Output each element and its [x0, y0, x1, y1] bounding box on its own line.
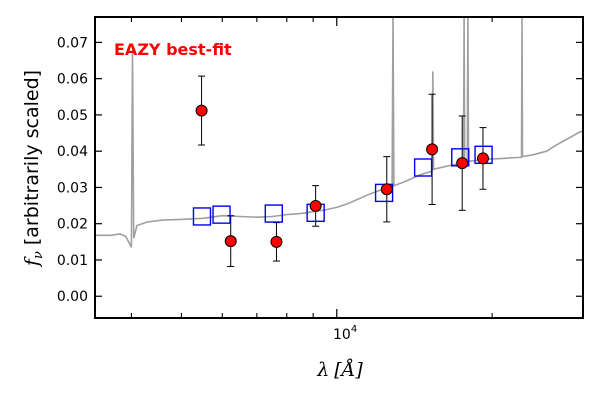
y-axis-label-text: [arbitrarily scaled]: [21, 70, 43, 245]
observed-point: [224, 235, 237, 248]
observed-point: [270, 235, 283, 248]
svg-text:104: 104: [333, 324, 357, 343]
x-tick-label-base: 10: [333, 327, 351, 343]
observed-point: [426, 143, 439, 156]
y-axis-ticks: 0.00 0.01 0.02 0.03 0.04 0.05 0.06 0.07: [57, 35, 583, 305]
x-tick-label-10000: 104: [333, 324, 357, 343]
error-bars: [198, 75, 487, 268]
x-tick-label-exp: 4: [351, 324, 357, 335]
y-tick-label: 0.00: [57, 289, 88, 305]
observed-point: [195, 104, 208, 117]
observed-photometry-points: [195, 104, 489, 248]
y-axis-label-math: f: [21, 256, 43, 268]
observed-point: [309, 199, 322, 212]
observed-point: [476, 152, 489, 165]
y-axis-label: fν [arbitrarily scaled]: [21, 70, 46, 268]
y-tick-label: 0.02: [57, 217, 88, 233]
y-tick-label: 0.03: [57, 180, 88, 196]
y-tick-label: 0.07: [57, 35, 88, 51]
x-axis-label-text: [Å]: [334, 359, 363, 381]
x-axis-label: λ [Å]: [316, 359, 363, 381]
y-tick-label: 0.04: [57, 144, 88, 160]
y-axis-label-sub: ν: [31, 251, 46, 259]
x-axis-ticks: [130, 17, 493, 318]
x-axis-label-math: λ: [316, 359, 329, 381]
model-box: [192, 207, 212, 226]
model-photometry-boxes: [192, 145, 493, 226]
model-box: [264, 204, 283, 223]
chart-annotation: EAZY best-fit: [114, 40, 232, 59]
y-tick-label: 0.05: [57, 108, 88, 124]
observed-point: [456, 157, 469, 170]
observed-point: [380, 183, 393, 196]
y-tick-label: 0.01: [57, 253, 88, 269]
plot-frame: [94, 16, 584, 319]
model-box: [413, 158, 433, 177]
model-box: [212, 205, 231, 224]
y-tick-label: 0.06: [57, 72, 88, 88]
